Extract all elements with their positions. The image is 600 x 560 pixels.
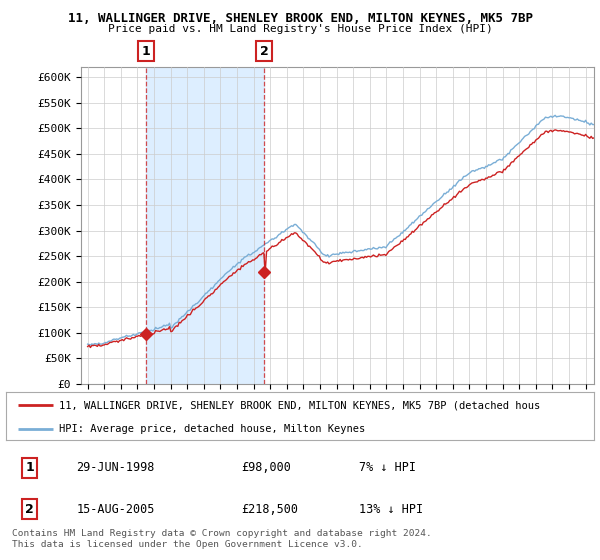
Text: 11, WALLINGER DRIVE, SHENLEY BROOK END, MILTON KEYNES, MK5 7BP: 11, WALLINGER DRIVE, SHENLEY BROOK END, … — [67, 12, 533, 25]
Text: 13% ↓ HPI: 13% ↓ HPI — [359, 503, 423, 516]
Text: HPI: Average price, detached house, Milton Keynes: HPI: Average price, detached house, Milt… — [59, 424, 365, 434]
Text: £218,500: £218,500 — [241, 503, 298, 516]
Text: 15-AUG-2005: 15-AUG-2005 — [77, 503, 155, 516]
Text: Contains HM Land Registry data © Crown copyright and database right 2024.
This d: Contains HM Land Registry data © Crown c… — [12, 529, 432, 549]
Text: Price paid vs. HM Land Registry's House Price Index (HPI): Price paid vs. HM Land Registry's House … — [107, 24, 493, 34]
Bar — [146, 67, 264, 384]
Text: 1: 1 — [25, 461, 34, 474]
Text: £98,000: £98,000 — [241, 461, 291, 474]
Text: 11, WALLINGER DRIVE, SHENLEY BROOK END, MILTON KEYNES, MK5 7BP (detached hous: 11, WALLINGER DRIVE, SHENLEY BROOK END, … — [59, 400, 540, 410]
Text: 1: 1 — [142, 45, 150, 58]
Text: 7% ↓ HPI: 7% ↓ HPI — [359, 461, 416, 474]
Text: 2: 2 — [25, 503, 34, 516]
Text: 2: 2 — [260, 45, 268, 58]
Text: 29-JUN-1998: 29-JUN-1998 — [77, 461, 155, 474]
